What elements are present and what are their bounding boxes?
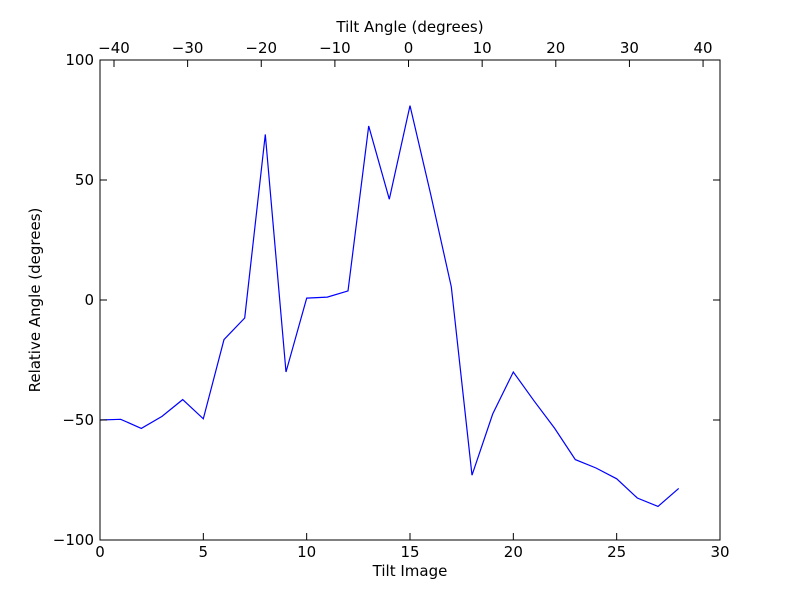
tick-layer: 0 5 10 15 20 25 30−40 −30 −20 −10 0 10 20 30 40−100−50… (53, 39, 730, 561)
top-x-tick-label: 30 (620, 39, 639, 57)
plot-frame (99, 59, 721, 541)
series-line (99, 105, 680, 508)
top-x-tick-label: 40 (694, 39, 713, 57)
top-x-tick-label: 10 (473, 39, 492, 57)
x-tick-label: 5 (199, 543, 209, 561)
x-tick-label: 0 (95, 543, 105, 561)
x-axis-title: Tilt Image (372, 562, 448, 580)
top-x-tick-label: −40 (98, 39, 130, 57)
top-x-tick-label: −10 (319, 39, 351, 57)
top-x-tick-label: −30 (172, 39, 204, 57)
plot-area (100, 60, 720, 540)
x-tick-label: 30 (710, 543, 729, 561)
x-tick-label: 25 (607, 543, 626, 561)
top-x-axis-title: Tilt Angle (degrees) (335, 18, 483, 36)
x-tick-label: 15 (400, 543, 419, 561)
y-tick-label: −50 (62, 411, 94, 429)
top-x-tick-label: 0 (404, 39, 414, 57)
y-tick-label: 100 (65, 51, 94, 69)
y-tick-label: 50 (75, 171, 94, 189)
y-tick-label: −100 (53, 531, 94, 549)
x-tick-label: 10 (297, 543, 316, 561)
series-layer (99, 105, 680, 508)
top-x-tick-label: 20 (546, 39, 565, 57)
y-axis-title: Relative Angle (degrees) (26, 208, 44, 393)
y-tick-label: 0 (84, 291, 94, 309)
top-x-tick-label: −20 (245, 39, 277, 57)
x-tick-label: 20 (504, 543, 523, 561)
